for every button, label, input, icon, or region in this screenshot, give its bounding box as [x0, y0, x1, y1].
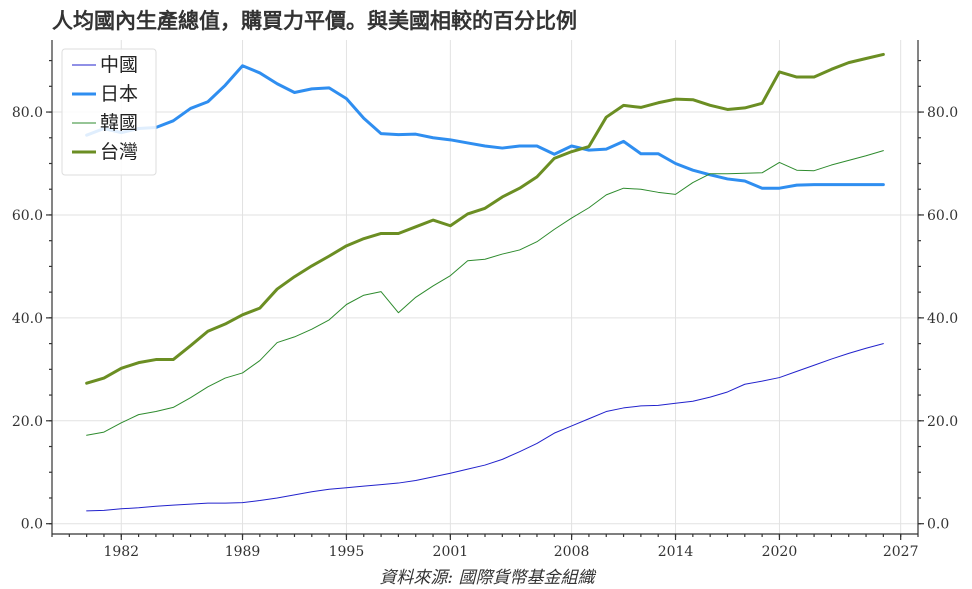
axes — [46, 40, 924, 540]
y-tick-label-left: 0.0 — [21, 517, 43, 533]
series-lines — [85, 52, 885, 512]
x-tick-label: 2001 — [433, 544, 469, 560]
y-tick-labels-right: 0.0 20.0 40.0 60.0 80.0 — [927, 105, 958, 533]
chart-title: 人均國內生產總值，購買力平價。與美國相較的百分比例 — [52, 8, 577, 33]
x-tick-label: 1982 — [103, 544, 139, 560]
x-tick-label: 1995 — [329, 544, 365, 560]
grid-lines — [52, 40, 918, 534]
x-tick-label: 2027 — [883, 544, 919, 560]
y-tick-label-left: 80.0 — [12, 105, 43, 121]
y-tick-label-left: 60.0 — [12, 208, 43, 224]
legend-label: 韓國 — [100, 112, 138, 134]
legend-label: 台灣 — [100, 141, 138, 163]
y-tick-label-right: 60.0 — [927, 208, 958, 224]
legend-box — [61, 48, 157, 176]
y-tick-labels-left: 0.0 20.0 40.0 60.0 80.0 — [12, 105, 43, 533]
series-line-1 — [85, 64, 885, 190]
series-line-2 — [86, 150, 884, 436]
y-tick-label-right: 80.0 — [927, 105, 958, 121]
series-line-0 — [86, 343, 884, 512]
legend-label: 日本 — [100, 83, 138, 105]
x-tick-label: 2008 — [554, 544, 590, 560]
x-tick-label: 2014 — [658, 544, 694, 560]
x-tick-labels: 1982 1989 1995 2001 2008 2014 2020 2027 — [103, 544, 918, 560]
source-note: 資料來源: 國際貨幣基金組織 — [379, 568, 596, 588]
series-line-3 — [85, 52, 885, 385]
y-tick-label-right: 20.0 — [927, 414, 958, 430]
x-tick-label: 2020 — [762, 544, 798, 560]
y-tick-label-right: 0.0 — [927, 517, 949, 533]
y-tick-label-left: 20.0 — [12, 414, 43, 430]
y-tick-label-left: 40.0 — [12, 311, 43, 327]
y-tick-label-right: 40.0 — [927, 311, 958, 327]
x-tick-label: 1989 — [225, 544, 261, 560]
legend-label: 中國 — [100, 54, 138, 76]
